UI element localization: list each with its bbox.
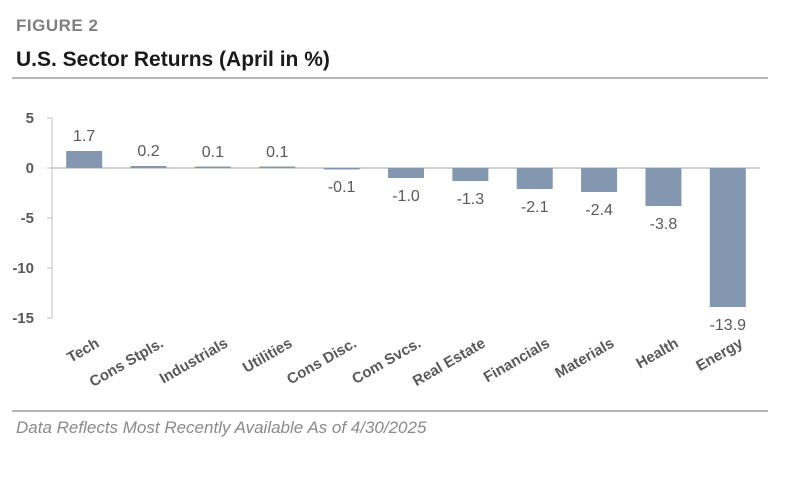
data-label: 0.1 xyxy=(266,144,288,161)
x-tick-label: Utilities xyxy=(240,335,295,377)
x-tick-label: Energy xyxy=(693,334,746,374)
bar-financials xyxy=(516,168,553,189)
y-tick-label: 0 xyxy=(26,160,34,177)
footnote: Data Reflects Most Recently Available As… xyxy=(16,418,427,437)
x-tick-label: Industrials xyxy=(157,335,231,388)
y-tick-label: -10 xyxy=(12,260,34,277)
bar-industrials xyxy=(194,166,231,168)
bar-energy xyxy=(709,168,746,307)
x-tick-label: Cons Stpls. xyxy=(87,335,167,391)
data-label: -1.0 xyxy=(392,188,420,205)
data-label: -2.1 xyxy=(521,199,549,216)
x-tick-label: Cons Disc. xyxy=(284,335,360,388)
footer-divider xyxy=(12,410,768,412)
bar-tech xyxy=(66,151,103,168)
data-label: -3.8 xyxy=(650,216,678,233)
y-tick-label: -15 xyxy=(12,310,34,327)
figure-label: FIGURE 2 xyxy=(16,16,99,35)
bar-utilities xyxy=(259,166,296,168)
x-tick-label: Materials xyxy=(552,335,617,382)
data-label: -0.1 xyxy=(328,179,356,196)
title-divider xyxy=(12,77,768,79)
x-tick-label: Real Estate xyxy=(410,335,489,390)
bar-health xyxy=(645,168,682,206)
y-tick-label: -5 xyxy=(21,210,34,227)
bar-cons-stpls xyxy=(130,166,167,168)
bar-cons-disc xyxy=(323,168,360,170)
data-label: -1.3 xyxy=(457,191,485,208)
chart-title: U.S. Sector Returns (April in %) xyxy=(16,48,330,71)
bar-com-svcs xyxy=(388,168,424,178)
bar-materials xyxy=(581,168,618,192)
data-label: -2.4 xyxy=(585,202,613,219)
x-tick-label: Health xyxy=(633,335,681,373)
data-label: 1.7 xyxy=(73,128,95,145)
data-label: -13.9 xyxy=(710,317,747,334)
y-tick-label: 5 xyxy=(26,110,34,127)
bar-real-estate xyxy=(452,168,489,181)
data-label: 0.1 xyxy=(202,144,224,161)
data-label: 0.2 xyxy=(137,143,159,160)
x-tick-label: Tech xyxy=(64,335,102,367)
x-tick-label: Financials xyxy=(481,335,553,386)
